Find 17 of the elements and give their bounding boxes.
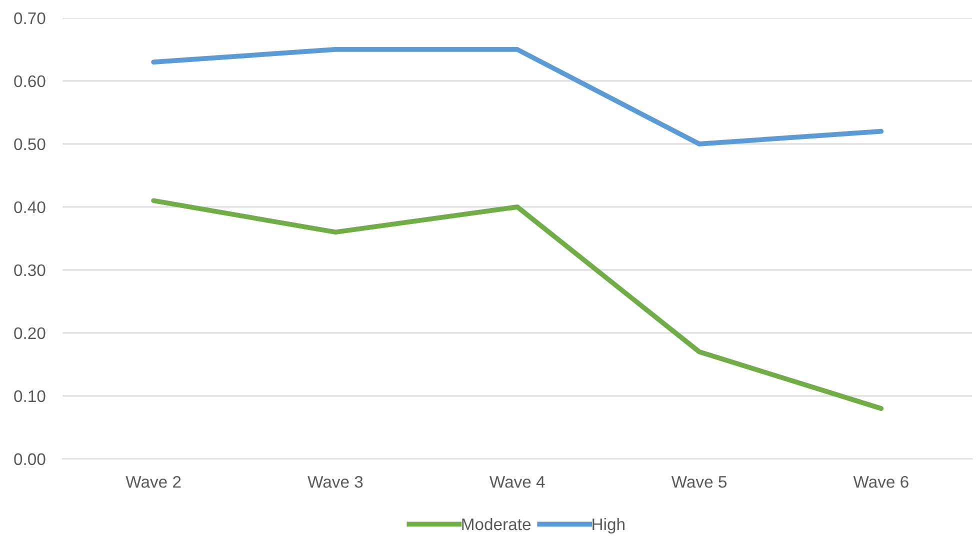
x-tick-label: Wave 4 <box>489 476 545 488</box>
y-tick-label: 0.40 <box>14 201 46 214</box>
x-tick-label: Wave 6 <box>853 476 908 488</box>
y-tick-label: 0.20 <box>14 327 46 340</box>
x-tick-label: Wave 2 <box>126 476 181 488</box>
y-tick-label: 0.10 <box>14 390 46 402</box>
legend-label: High <box>592 518 624 534</box>
y-tick-label: 0.50 <box>14 138 46 150</box>
line-series <box>151 47 884 146</box>
legend-label: Moderate <box>462 518 531 530</box>
y-tick-label: 0.00 <box>14 453 46 466</box>
line-series <box>151 198 884 411</box>
x-tick-label: Wave 3 <box>308 476 363 488</box>
y-tick-label: 0.70 <box>14 12 46 24</box>
y-tick-label: 0.30 <box>14 264 46 276</box>
y-tick-label: 0.60 <box>14 75 46 88</box>
x-tick-label: Wave 5 <box>671 476 727 488</box>
